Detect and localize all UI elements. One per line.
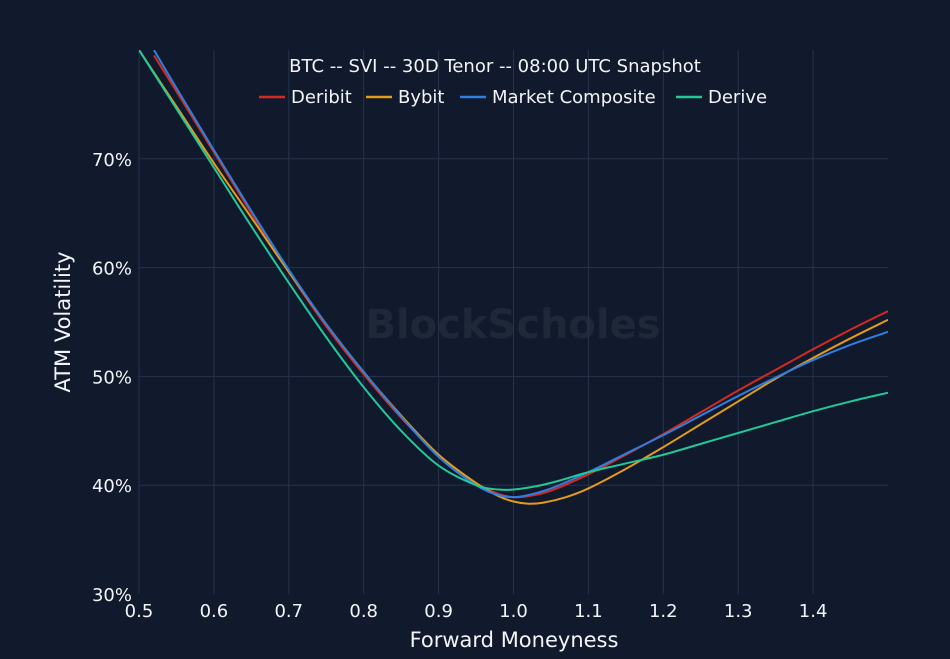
x-tick-label: 0.8 xyxy=(349,601,378,622)
legend-item-market-composite[interactable]: Market Composite xyxy=(460,87,656,108)
series-layer xyxy=(139,50,888,505)
legend-label: Deribit xyxy=(291,87,352,108)
x-tick-label: 1.1 xyxy=(574,601,603,622)
legend-item-derive[interactable]: Derive xyxy=(676,87,767,108)
series-line-market-composite xyxy=(153,50,888,499)
x-tick-label: 1.2 xyxy=(649,601,678,622)
series-line-derive xyxy=(139,50,888,492)
y-tick-label: 70% xyxy=(92,150,132,171)
x-tick-label: 0.9 xyxy=(424,601,453,622)
x-tick-label: 1.3 xyxy=(724,601,753,622)
watermark: BlockScholes xyxy=(365,302,660,348)
x-tick-label: 1.0 xyxy=(499,601,528,622)
legend-item-deribit[interactable]: Deribit xyxy=(259,87,352,108)
chart-title: BTC -- SVI -- 30D Tenor -- 08:00 UTC Sna… xyxy=(289,56,701,77)
legend-item-bybit[interactable]: Bybit xyxy=(366,87,445,108)
y-tick-label: 50% xyxy=(92,367,132,388)
x-axis-title: Forward Moneyness xyxy=(410,628,619,652)
tick-layer: 0.5 0.6 0.7 0.8 0.9 1.0 1.1 1.2 1.3 1.4 30% 40% 50% 6… xyxy=(92,150,827,622)
legend: Deribit Bybit Market Composite Derive xyxy=(259,87,767,108)
legend-label: Market Composite xyxy=(492,87,656,108)
x-tick-label: 0.5 xyxy=(125,601,154,622)
x-tick-label: 0.6 xyxy=(200,601,229,622)
y-tick-label: 30% xyxy=(92,585,132,606)
series-line-bybit xyxy=(139,50,888,505)
x-tick-label: 0.7 xyxy=(274,601,303,622)
grid-layer xyxy=(138,50,888,594)
legend-label: Bybit xyxy=(398,87,445,108)
x-tick-label: 1.4 xyxy=(799,601,828,622)
y-tick-label: 40% xyxy=(92,476,132,497)
legend-label: Derive xyxy=(708,87,767,108)
y-tick-label: 60% xyxy=(92,259,132,280)
y-axis-title: ATM Volatility xyxy=(51,251,75,392)
series-line-deribit xyxy=(153,54,888,499)
